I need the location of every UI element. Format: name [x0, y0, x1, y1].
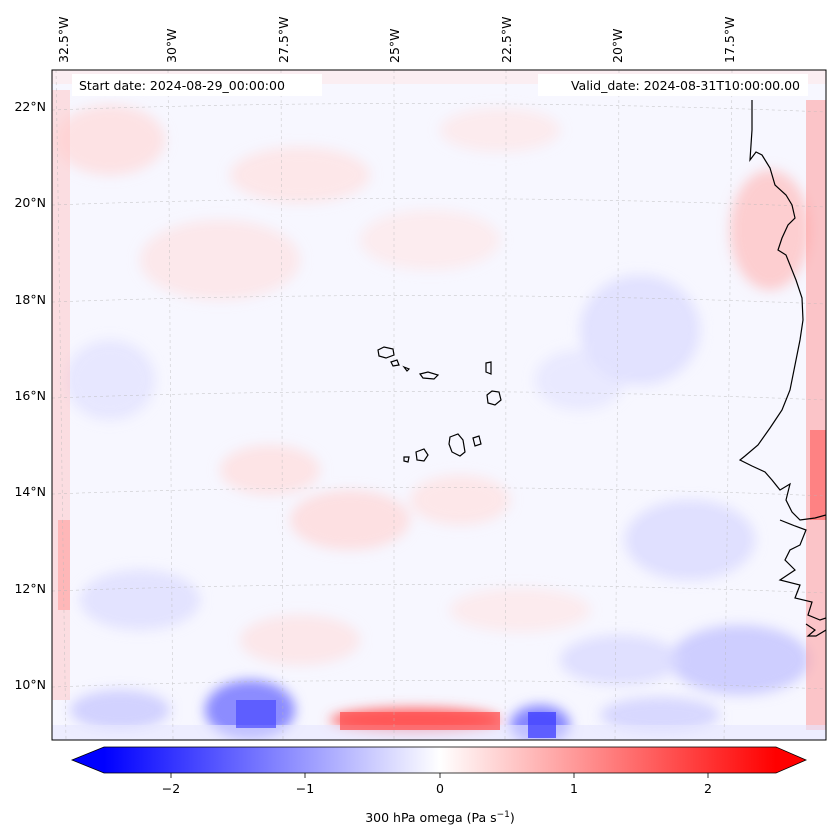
map-frame [51, 69, 827, 741]
colorbar-extend-low [72, 747, 104, 773]
map-background [52, 70, 826, 740]
lon-label-30w: 30°W [164, 28, 179, 63]
east-boundary-strip [806, 100, 826, 730]
omega-field [52, 70, 826, 740]
colorbar-body [104, 747, 776, 773]
lat-label-18n: 18°N [14, 292, 46, 307]
island-brava [403, 456, 410, 463]
latitude-labels: 22°N 20°N 18°N 16°N 14°N 12°N 10°N [14, 99, 46, 692]
island-sao-nicolau [418, 371, 440, 380]
start-date-text: Start date: 2024-08-29_00:00:00 [79, 78, 285, 93]
lon-label-22-5w: 22.5°W [499, 17, 514, 63]
cape-verde-islands [377, 346, 502, 463]
lat-label-16n: 16°N [14, 388, 46, 403]
colorbar-title-prefix: 300 hPa omega (Pa s [365, 810, 496, 825]
lon-label-27-5w: 27.5°W [276, 17, 291, 63]
colorbar-title-suffix: ) [510, 810, 515, 825]
south-boundary-strip [52, 725, 826, 740]
lon-label-32-5w: 32.5°W [56, 17, 71, 63]
colorbar-outline [70, 746, 808, 774]
lon-label-20w: 20°W [610, 28, 625, 63]
colorbar: −2 −1 0 1 2 300 hPa omega (Pa s−1) [70, 746, 808, 825]
valid-date-box: Valid_date: 2024-08-31T10:00:00.00 [538, 74, 808, 96]
colorbar-tick-label: −2 [162, 781, 180, 796]
colorbar-tick-label: 1 [570, 781, 578, 796]
lat-label-12n: 12°N [14, 581, 46, 596]
start-date-box: Start date: 2024-08-29_00:00:00 [72, 74, 322, 96]
colorbar-tick-label: 0 [436, 781, 444, 796]
map-panel [51, 69, 827, 741]
island-maio [472, 435, 482, 447]
island-santo-antao [377, 346, 395, 359]
lat-label-22n: 22°N [14, 99, 46, 114]
valid-date-text: Valid_date: 2024-08-31T10:00:00.00 [571, 78, 800, 93]
gridlines [51, 69, 827, 741]
colorbar-title: 300 hPa omega (Pa s−1) [365, 810, 515, 825]
lat-label-14n: 14°N [14, 484, 46, 499]
island-santa-luzia [402, 365, 411, 372]
longitude-labels: 32.5°W 30°W 27.5°W 25°W 22.5°W 20°W 17.5… [56, 17, 737, 63]
colorbar-ticks [170, 773, 709, 778]
colorbar-title-exponent: −1 [497, 810, 510, 820]
island-fogo [415, 448, 429, 462]
lon-label-25w: 25°W [387, 28, 402, 63]
lat-label-10n: 10°N [14, 677, 46, 692]
island-santiago [448, 433, 466, 457]
african-coastline [738, 100, 826, 637]
colorbar-tick-label: 2 [704, 781, 712, 796]
island-sal [485, 361, 492, 375]
colorbar-extend-high [776, 747, 806, 773]
island-boa-vista [486, 390, 502, 406]
lat-label-20n: 20°N [14, 195, 46, 210]
island-sao-vicente [390, 359, 400, 367]
lon-label-17-5w: 17.5°W [722, 17, 737, 63]
colorbar-tick-label: −1 [296, 781, 314, 796]
